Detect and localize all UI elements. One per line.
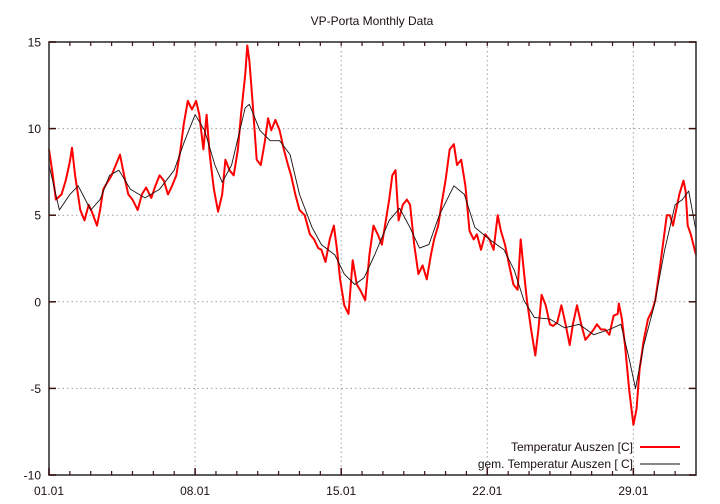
x-tick-label: 01.01 [34, 484, 64, 498]
y-tick-label: 5 [34, 209, 41, 223]
y-tick-label: 15 [28, 36, 42, 50]
series-line-mean-temperature [48, 103, 697, 389]
y-tick-label: 10 [28, 122, 42, 136]
y-axis: -10 -5 0 5 10 15 [24, 36, 696, 483]
legend-label-mean-temperature: gem. Temperatur Auszen [ C] [478, 457, 633, 471]
legend-label-temperature: Temperatur Auszen [C] [511, 440, 633, 454]
series-line-temperature [48, 44, 697, 426]
x-tick-label: 15.01 [326, 484, 356, 498]
y-tick-label: -5 [30, 382, 41, 396]
x-tick-label: 29.01 [618, 484, 648, 498]
legend: Temperatur Auszen [C] gem. Temperatur Au… [478, 440, 680, 471]
x-tick-label: 22.01 [472, 484, 502, 498]
y-tick-label: 0 [34, 295, 41, 309]
grid [49, 42, 696, 475]
plot-frame [48, 41, 697, 476]
series-layer [48, 44, 697, 426]
x-tick-label: 08.01 [180, 484, 210, 498]
chart-title: VP-Porta Monthly Data [311, 14, 434, 28]
x-axis: 01.01 08.01 15.01 22.01 29.01 [34, 42, 676, 498]
y-tick-label: -10 [24, 469, 42, 483]
